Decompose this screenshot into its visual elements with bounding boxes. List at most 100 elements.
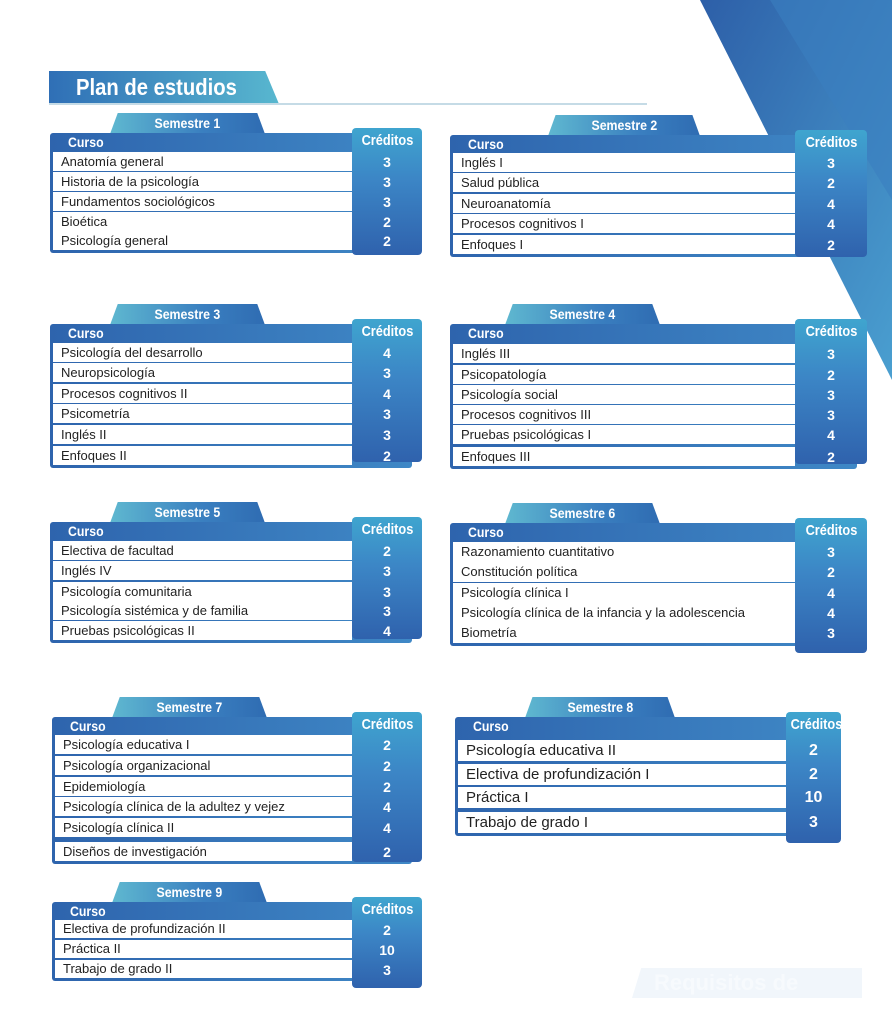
credit-value: 2 (383, 543, 391, 559)
course-table: Curso Inglés I Salud pública Neuroanatomía P… (450, 135, 857, 257)
credits-column: Créditos 4 3 4 3 3 2 (352, 319, 422, 464)
course-table: Curso Psicología del desarrollo Neuropsico… (50, 324, 412, 468)
credit-value: 4 (383, 799, 391, 815)
course-row: Psicología clínica I (453, 583, 795, 603)
credit-value: 2 (383, 844, 391, 860)
credit-value: 2 (809, 766, 818, 783)
course-header: Curso (68, 325, 104, 341)
course-row: Enfoques II (53, 446, 352, 465)
course-row: Práctica II (55, 940, 352, 958)
credit-value: 3 (383, 194, 391, 210)
credit-value: 3 (827, 387, 835, 403)
course-row: Bioética (53, 212, 352, 231)
credit-value: 3 (383, 174, 391, 190)
course-row: Psicopatología (453, 365, 795, 384)
credits-header: Créditos (361, 132, 413, 149)
credit-value: 4 (827, 196, 835, 212)
course-row: Enfoques I (453, 235, 795, 254)
course-row: Constitución política (453, 562, 795, 582)
title-divider (49, 103, 647, 105)
course-header: Curso (468, 524, 504, 540)
credit-value: 3 (383, 406, 391, 422)
credit-value: 3 (383, 365, 391, 381)
course-row: Enfoques III (453, 447, 795, 466)
credit-value: 3 (827, 407, 835, 423)
course-table: Curso Inglés III Psicopatología Psicología … (450, 324, 857, 469)
credit-value: 4 (827, 585, 835, 601)
course-header: Curso (68, 523, 104, 539)
semester-label: Semestre 3 (154, 306, 221, 322)
semester-label: Semestre 7 (156, 699, 223, 715)
course-row: Procesos cognitivos III (453, 405, 795, 424)
course-table: Curso Psicología educativa II Electiva de … (455, 717, 831, 836)
semester-tab: Semestre 9 (112, 882, 267, 903)
course-row: Neuropsicología (53, 363, 352, 382)
credit-value: 3 (827, 155, 835, 171)
course-header: Curso (68, 134, 104, 150)
credit-value: 2 (383, 448, 391, 464)
course-row: Procesos cognitivos II (53, 384, 352, 403)
credit-value: 2 (383, 779, 391, 795)
course-row: Psicometría (53, 404, 352, 423)
credits-header: Créditos (361, 323, 413, 340)
course-row: Inglés IV (53, 561, 352, 580)
credits-column: Créditos 3 2 3 3 4 2 (795, 319, 867, 465)
course-row: Psicología comunitaria (53, 582, 352, 601)
course-row: Inglés II (53, 425, 352, 444)
credit-value: 2 (383, 758, 391, 774)
credit-value: 10 (379, 942, 395, 958)
course-row: Epidemiología (55, 777, 352, 796)
credit-value: 3 (827, 544, 835, 560)
course-row: Psicología clínica II (55, 818, 352, 837)
semester-label: Semestre 1 (154, 115, 221, 131)
semester-tab: Semestre 2 (548, 115, 700, 136)
credit-value: 10 (804, 789, 823, 806)
course-table: Curso Anatomía general Historia de la psic… (50, 133, 412, 253)
course-row: Neuroanatomía (453, 194, 795, 213)
course-header: Curso (473, 718, 509, 734)
course-row: Pruebas psicológicas II (53, 621, 352, 640)
course-row: Psicología organizacional (55, 756, 352, 775)
course-row: Psicología clínica de la infancia y la a… (453, 603, 795, 623)
semester-label: Semestre 5 (154, 504, 221, 520)
credits-column: Créditos 2 2 10 3 (786, 712, 842, 843)
credit-value: 2 (383, 922, 391, 938)
course-row: Psicología educativa II (458, 740, 786, 761)
credits-column: Créditos 3 2 4 4 3 (795, 518, 867, 653)
course-row: Trabajo de grado II (55, 960, 352, 978)
credit-value: 2 (827, 564, 835, 580)
course-header: Curso (468, 136, 504, 152)
semester-tab: Semestre 7 (112, 697, 267, 718)
semester-label: Semestre 4 (549, 306, 616, 322)
course-row: Historia de la psicología (53, 172, 352, 191)
course-row: Salud pública (453, 173, 795, 192)
credits-column: Créditos 2 10 3 (352, 897, 422, 988)
course-row: Electiva de profundización I (458, 764, 786, 785)
credits-header: Créditos (805, 134, 857, 151)
course-row: Psicología sistémica y de familia (53, 601, 352, 620)
course-row: Psicología general (53, 231, 352, 250)
course-row: Psicología del desarrollo (53, 343, 352, 362)
credits-column: Créditos 2 3 3 3 4 (352, 517, 422, 639)
credit-value: 3 (383, 154, 391, 170)
course-row: Psicología educativa I (55, 735, 352, 754)
credit-value: 4 (383, 623, 391, 639)
course-row: Razonamiento cuantitativo (453, 542, 795, 562)
credit-value: 3 (383, 603, 391, 619)
semester-label: Semestre 6 (549, 505, 616, 521)
credits-column: Créditos 3 3 3 2 2 (352, 128, 422, 255)
credit-value: 2 (827, 449, 835, 465)
course-row: Diseños de investigación (55, 842, 352, 861)
credit-value: 4 (383, 386, 391, 402)
requisitos-heading: Requisitos de grado (632, 968, 862, 998)
semester-tab: Semestre 5 (110, 502, 265, 523)
credit-value: 2 (383, 214, 391, 230)
course-row: Psicología clínica de la adultez y vejez (55, 797, 352, 816)
credits-column: Créditos 2 2 2 4 4 2 (352, 712, 422, 862)
semester-tab: Semestre 6 (505, 503, 660, 524)
page-title: Plan de estudios (76, 74, 237, 100)
credit-value: 3 (827, 346, 835, 362)
semester-label: Semestre 2 (591, 117, 657, 133)
semester-label: Semestre 8 (567, 699, 633, 715)
semester-tab: Semestre 4 (505, 304, 660, 325)
